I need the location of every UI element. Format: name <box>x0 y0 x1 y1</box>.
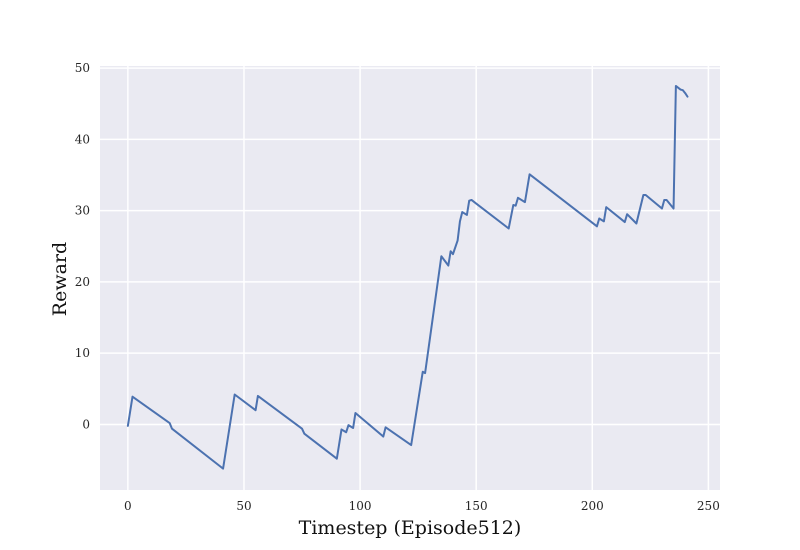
x-axis-ticks: 0 50 100 150 200 250 <box>124 499 720 513</box>
y-tick-label: 0 <box>82 417 90 431</box>
x-tick-label: 250 <box>697 499 720 513</box>
x-tick-label: 50 <box>236 499 251 513</box>
y-tick-label: 50 <box>75 61 90 75</box>
x-tick-label: 150 <box>465 499 488 513</box>
y-tick-label: 30 <box>75 204 90 218</box>
plot-area <box>100 66 720 490</box>
x-tick-label: 200 <box>581 499 604 513</box>
x-tick-label: 100 <box>349 499 372 513</box>
reward-series-line <box>126 84 689 470</box>
y-tick-label: 10 <box>75 346 90 360</box>
x-axis-label: Timestep (Episode512) <box>299 517 522 539</box>
x-tick-label: 0 <box>124 499 132 513</box>
y-axis-ticks: 0 10 20 30 40 50 <box>75 61 90 431</box>
y-tick-label: 20 <box>75 275 90 289</box>
y-tick-label: 40 <box>75 132 90 146</box>
series-group <box>126 84 689 470</box>
y-axis-label: Reward <box>49 242 71 316</box>
grid-lines <box>100 66 720 490</box>
